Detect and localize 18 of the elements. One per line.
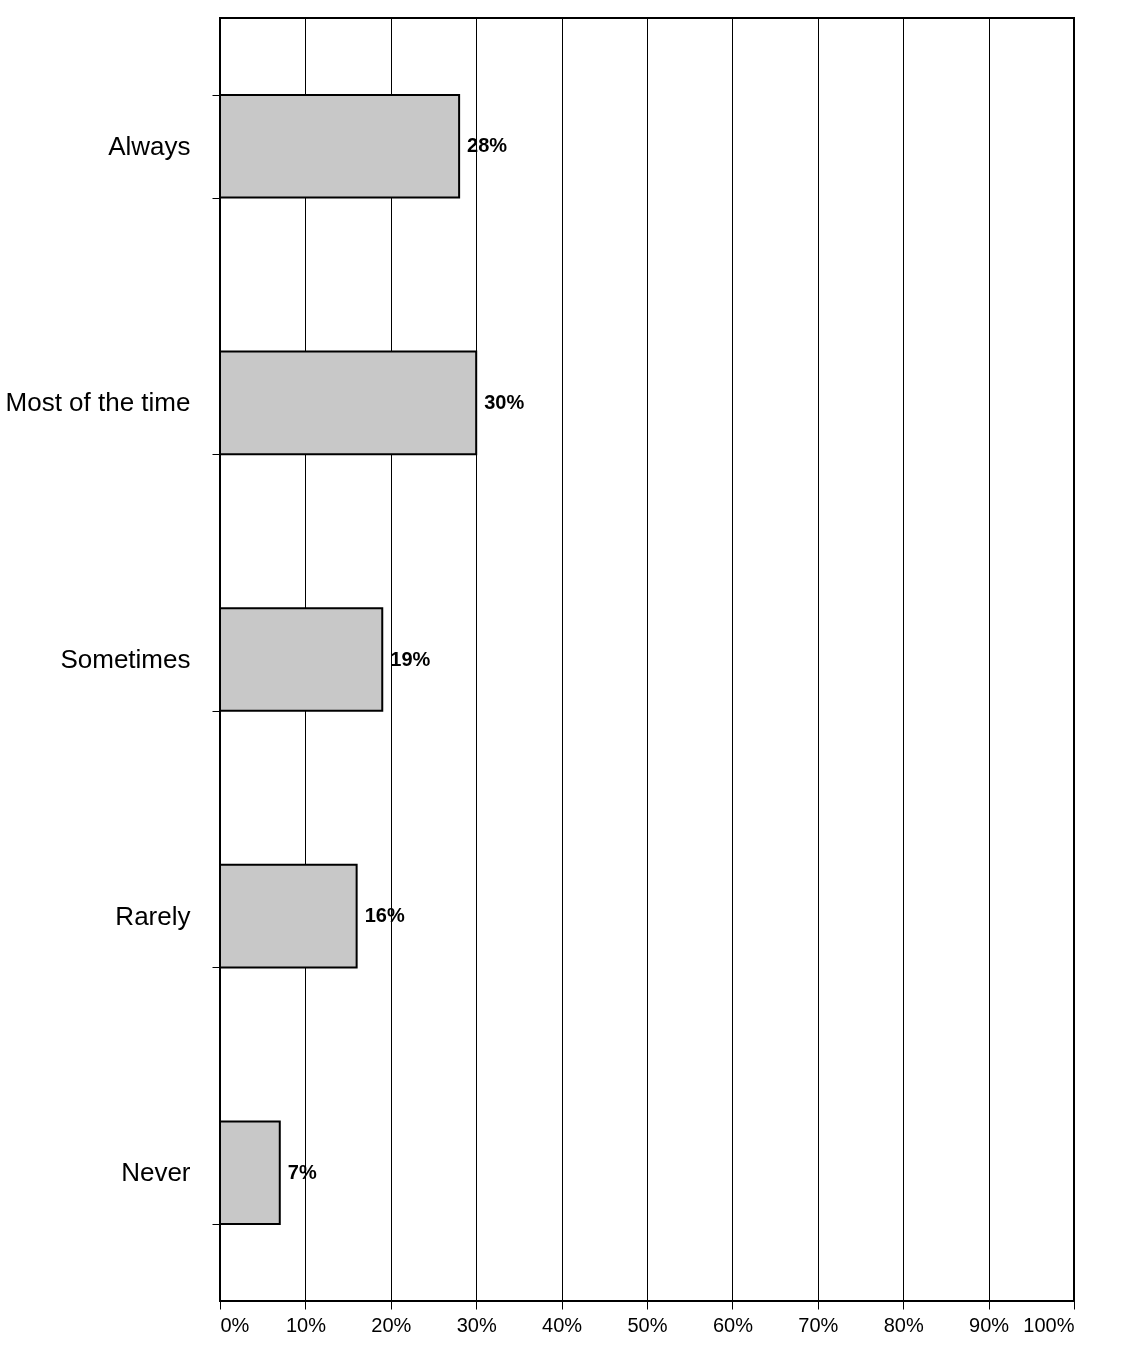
x-tick-label: 100% [1023,1313,1075,1336]
y-tick-label: Most of the time [5,387,191,418]
x-tick-label: 30% [456,1313,497,1336]
x-tick-label: 0% [220,1313,250,1336]
x-tick-label: 60% [712,1313,754,1336]
y-tick-label: Rarely [115,900,191,931]
data-label: 19% [390,647,431,670]
x-tick-label: 50% [627,1313,668,1336]
x-tick-label: 20% [371,1313,412,1336]
x-tick-label: 10% [285,1313,327,1336]
x-tick-label: 40% [542,1313,583,1336]
x-tick-label: 80% [883,1313,924,1336]
data-label: 30% [484,390,525,413]
x-tick-label: 70% [798,1313,839,1336]
x-tick-label: 90% [969,1313,1010,1336]
y-tick-label: Always [108,130,191,161]
y-tick-label: Never [121,1157,191,1188]
y-tick-label: Sometimes [60,644,191,674]
